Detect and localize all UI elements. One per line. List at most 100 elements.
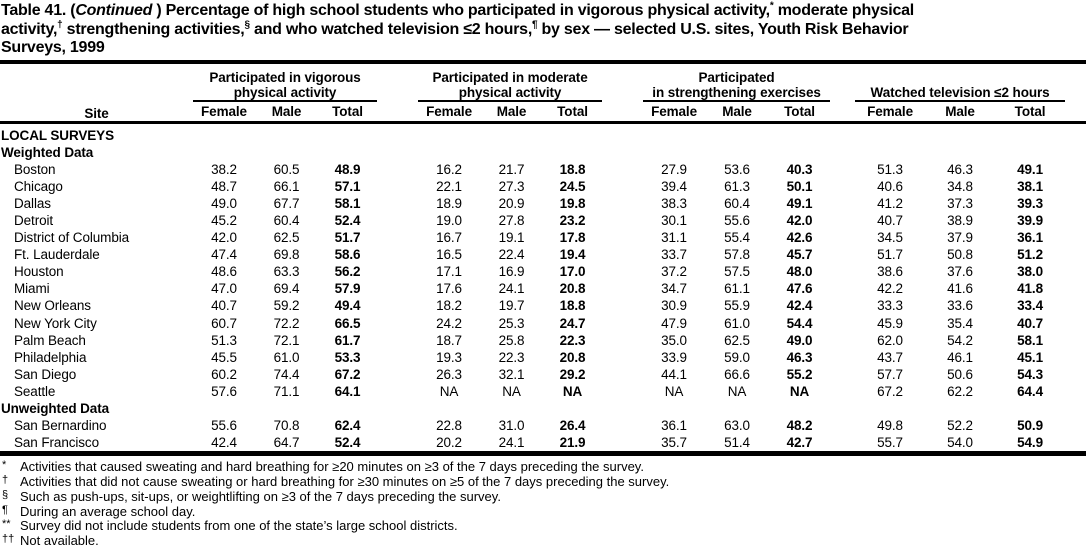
value-cell: 19.1 xyxy=(498,230,525,246)
total-value-cell: 40.3 xyxy=(786,161,813,177)
value-cell: 51.3 xyxy=(877,161,903,177)
value-cell: 16.9 xyxy=(498,264,525,280)
total-value-cell: 42.4 xyxy=(786,298,813,314)
column-gap xyxy=(1065,195,1086,212)
value-cell: 60.5 xyxy=(273,161,300,177)
value-cell: 62.0 xyxy=(877,332,903,348)
value-cell: 55.6 xyxy=(724,213,750,229)
value-cell: 30.9 xyxy=(661,298,687,314)
section-header-row: Unweighted Data xyxy=(0,400,1086,417)
value-cell: 61.1 xyxy=(724,281,750,297)
site-cell: New Orleans xyxy=(14,298,91,314)
site-cell: Palm Beach xyxy=(14,332,86,348)
value-cell: 16.5 xyxy=(436,247,462,263)
column-gap xyxy=(1065,434,1086,454)
column-gap xyxy=(377,263,418,280)
total-value-cell: 42.6 xyxy=(786,230,813,246)
site-cell: Ft. Lauderdale xyxy=(14,247,100,263)
subheader-total: Total xyxy=(769,100,831,124)
site-cell: Detroit xyxy=(14,213,54,229)
total-value-cell: 45.1 xyxy=(1017,349,1043,365)
column-gap xyxy=(377,212,418,229)
value-cell: NA xyxy=(439,383,459,399)
value-cell: 55.7 xyxy=(877,435,903,451)
column-gap xyxy=(377,280,418,297)
value-cell: 57.8 xyxy=(724,247,750,263)
value-cell: 17.6 xyxy=(436,281,462,297)
column-gap xyxy=(830,315,855,332)
column-gap xyxy=(830,263,855,280)
value-cell: 25.3 xyxy=(498,315,525,331)
value-cell: 31.0 xyxy=(498,418,525,434)
column-gap xyxy=(830,417,855,434)
value-cell: 42.2 xyxy=(877,281,903,297)
total-value-cell: 51.2 xyxy=(1017,247,1043,263)
footnote-text: Survey did not include students from one… xyxy=(20,518,458,534)
value-cell: 61.0 xyxy=(273,349,300,365)
total-value-cell: 42.7 xyxy=(786,435,813,451)
value-cell: 34.7 xyxy=(661,281,687,297)
subheader-female: Female xyxy=(193,100,255,124)
title-text: Surveys, 1999 xyxy=(1,39,105,56)
value-cell: 57.6 xyxy=(211,383,237,399)
total-value-cell: 52.4 xyxy=(334,435,361,451)
value-cell: 61.3 xyxy=(724,178,750,194)
value-cell: 35.4 xyxy=(947,315,973,331)
group-header-line1: Participated in moderate xyxy=(432,69,588,85)
value-cell: 62.5 xyxy=(724,332,750,348)
column-gap xyxy=(1065,332,1086,349)
value-cell: 39.4 xyxy=(661,178,687,194)
column-gap xyxy=(377,161,418,178)
value-cell: 60.2 xyxy=(211,366,237,382)
value-cell: 18.2 xyxy=(436,298,462,314)
value-cell: 53.6 xyxy=(724,161,750,177)
column-gap xyxy=(1065,280,1086,297)
column-gap xyxy=(1065,178,1086,195)
total-value-cell: 33.4 xyxy=(1017,298,1043,314)
total-value-cell: 22.3 xyxy=(559,332,586,348)
group-header-line1: Participated in vigorous xyxy=(209,69,361,85)
column-gap xyxy=(830,332,855,349)
value-cell: 51.3 xyxy=(211,332,237,348)
data-table: Site Participated in vigorous physical a… xyxy=(0,63,1086,457)
section-label: Unweighted Data xyxy=(1,401,110,417)
value-cell: 61.0 xyxy=(724,315,750,331)
total-value-cell: 55.2 xyxy=(786,366,813,382)
section-header-row: Weighted Data xyxy=(0,144,1086,161)
column-gap xyxy=(830,434,855,454)
table-row: San Diego 60.2 74.4 67.2 26.3 32.1 29.2 44.1 66.… xyxy=(0,366,1086,383)
column-gap xyxy=(377,383,418,400)
site-cell: New York City xyxy=(14,315,97,331)
total-value-cell: 58.1 xyxy=(1017,332,1043,348)
value-cell: 34.8 xyxy=(947,178,973,194)
value-cell: 44.1 xyxy=(661,366,687,382)
value-cell: NA xyxy=(502,383,521,399)
total-value-cell: 29.2 xyxy=(559,366,586,382)
title-text: by sex — selected U.S. sites, Youth Risk… xyxy=(537,20,909,38)
column-gap xyxy=(1065,229,1086,246)
value-cell: 63.0 xyxy=(724,418,750,434)
total-value-cell: 24.7 xyxy=(559,315,586,331)
total-value-cell: 57.9 xyxy=(334,281,361,297)
group-header-watched-television: Watched television ≤2 hours xyxy=(855,63,1066,102)
column-gap xyxy=(377,434,418,454)
footnote-line: †† Not available. xyxy=(0,533,1086,549)
value-cell: 57.5 xyxy=(724,264,750,280)
total-value-cell: 17.8 xyxy=(559,230,586,246)
value-cell: 27.8 xyxy=(498,213,525,229)
total-value-cell: 53.3 xyxy=(334,349,361,365)
column-gap xyxy=(830,64,855,101)
column-gap xyxy=(1065,315,1086,332)
column-gap xyxy=(602,297,643,314)
column-gap xyxy=(602,263,643,280)
value-cell: 36.1 xyxy=(661,418,687,434)
value-cell: 69.4 xyxy=(273,281,300,297)
column-gap xyxy=(1065,349,1086,366)
total-value-cell: 61.7 xyxy=(334,332,361,348)
footnote-line: * Activities that caused sweating and har… xyxy=(0,459,1086,475)
value-cell: 31.1 xyxy=(661,230,687,246)
total-value-cell: 51.7 xyxy=(334,230,361,246)
column-gap xyxy=(377,246,418,263)
value-cell: 33.6 xyxy=(947,298,973,314)
group-header-line1: Participated xyxy=(698,69,775,85)
